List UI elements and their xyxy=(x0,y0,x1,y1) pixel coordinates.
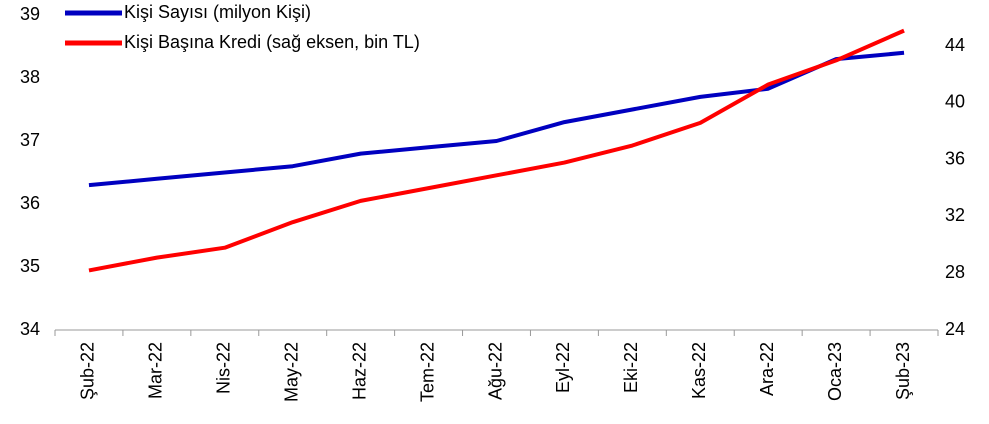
x-tick-label: Haz-22 xyxy=(349,342,369,400)
x-tick-label: May-22 xyxy=(281,342,301,402)
y-tick-label: 35 xyxy=(20,256,40,276)
y2-tick-label: 44 xyxy=(945,35,965,55)
series-line xyxy=(88,28,905,273)
x-tick-label: Şub-22 xyxy=(78,342,98,400)
y-tick-label: 36 xyxy=(20,193,40,213)
y2-tick-label: 36 xyxy=(945,148,965,168)
legend-label: Kişi Başına Kredi (sağ eksen, bin TL) xyxy=(124,32,420,52)
y2-tick-label: 28 xyxy=(945,262,965,282)
x-tick-label: Oca-23 xyxy=(825,342,845,401)
y2-tick-label: 40 xyxy=(945,92,965,112)
series-line xyxy=(88,50,905,188)
x-tick-label: Kas-22 xyxy=(689,342,709,399)
y-tick-label: 34 xyxy=(20,319,40,339)
x-tick-label: Şub-23 xyxy=(893,342,913,400)
x-tick-label: Eki-22 xyxy=(621,342,641,393)
y-tick-label: 37 xyxy=(20,130,40,150)
x-tick-label: Ağu-22 xyxy=(485,342,505,400)
legend-label: Kişi Sayısı (milyon Kişi) xyxy=(124,2,311,22)
x-tick-label: Tem-22 xyxy=(417,342,437,402)
y-tick-label: 38 xyxy=(20,67,40,87)
y2-tick-label: 24 xyxy=(945,319,965,339)
x-tick-label: Eyl-22 xyxy=(553,342,573,393)
x-tick-label: Ara-22 xyxy=(757,342,777,396)
y-tick-label: 39 xyxy=(20,4,40,24)
y2-tick-label: 32 xyxy=(945,205,965,225)
x-tick-label: Mar-22 xyxy=(146,342,166,399)
x-tick-label: Nis-22 xyxy=(214,342,234,394)
